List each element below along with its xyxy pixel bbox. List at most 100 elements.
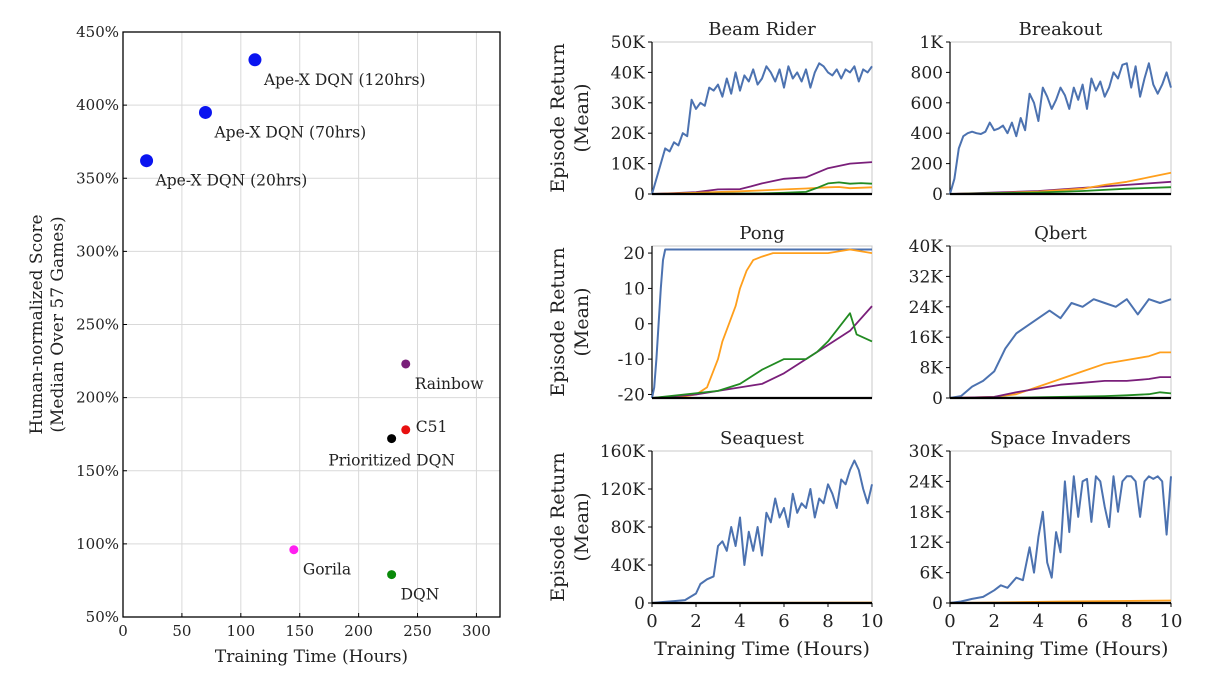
y-axis-label: (Median Over 57 Games): [48, 216, 68, 432]
y-tick-label: 8K: [919, 359, 943, 379]
y-tick-label: 20K: [611, 124, 646, 144]
series-line-rainbow: [949, 376, 1171, 399]
y-tick-label: 1K: [919, 33, 943, 53]
panel-title: Beam Rider: [708, 19, 816, 40]
y-tick-label: 40K: [611, 63, 646, 83]
y-tick-label: 80K: [611, 518, 646, 538]
y-tick-label: 0: [634, 185, 645, 205]
scatter-panel: 0 50 100 150 200 250 300 50% 100% 150% 200% 250% 300…: [27, 23, 501, 667]
y-tick-label: 20: [623, 244, 645, 264]
point-label-ape-x-dqn-70hrs: Ape-X DQN (70hrs): [213, 123, 366, 141]
y-tick-label: 300%: [76, 242, 119, 260]
y-tick-label: 400: [911, 124, 943, 144]
point-c51: [401, 425, 411, 435]
series-line-ape-x-dqn: [949, 62, 1172, 195]
x-axis-label: Training Time (Hours): [654, 638, 870, 660]
y-axis-label: Episode Return: [547, 452, 569, 602]
y-tick-label: 120K: [600, 480, 645, 500]
point-label-rainbow: Rainbow: [415, 375, 484, 393]
x-tick-label: 0: [118, 622, 128, 640]
y-tick-label: 0: [932, 389, 943, 409]
x-axis-label: Training Time (Hours): [953, 638, 1169, 660]
panel-frame: [651, 41, 873, 195]
panel-qbert: Qbert 0 8K 16K 24K 32K 40K: [909, 223, 1172, 409]
x-tick-label: 10: [861, 611, 884, 632]
point-ape-x-dqn-70hrs: [198, 105, 212, 119]
y-tick-label: 160K: [600, 442, 645, 462]
y-tick-label: 30K: [909, 442, 944, 462]
panel-frame: [949, 41, 1172, 195]
series-line-ape-x-dqn: [651, 248, 872, 399]
y-tick-label: 10K: [611, 155, 646, 175]
y-axis-label: Human-normalized Score: [27, 214, 47, 434]
point-label-gorila: Gorila: [303, 561, 351, 579]
y-axis-label: (Mean): [571, 83, 593, 152]
point-prioritized-dqn: [387, 434, 397, 444]
point-label-dqn: DQN: [401, 586, 440, 604]
y-tick-label: 16K: [909, 328, 944, 348]
point-label-prioritized-dqn: Prioritized DQN: [328, 452, 455, 470]
point-rainbow: [401, 359, 411, 369]
y-tick-label: 100%: [76, 535, 119, 553]
y-tick-label: 250%: [76, 316, 119, 334]
panel-breakout: Breakout 0 200 400 600 800 1K: [911, 19, 1172, 205]
panel-frame: [651, 245, 873, 399]
y-tick-label: 24K: [909, 298, 944, 318]
y-tick-label: 400%: [76, 96, 119, 114]
y-axis-label: (Mean): [571, 287, 593, 356]
point-label-ape-x-dqn-120hrs: Ape-X DQN (120hrs): [263, 71, 426, 89]
y-tick-label: 0: [932, 594, 943, 614]
y-tick-label: 10: [623, 279, 645, 299]
point-gorila: [289, 545, 299, 555]
y-tick-label: 350%: [76, 169, 119, 187]
point-ape-x-dqn-20hrs: [140, 154, 154, 168]
point-label-ape-x-dqn-20hrs: Ape-X DQN (20hrs): [155, 172, 308, 190]
series-line-prioritized-dqn: [651, 186, 873, 195]
y-tick-label: -10: [618, 350, 645, 370]
y-tick-label: 12K: [909, 533, 944, 553]
y-tick-label: -20: [618, 385, 645, 405]
series-line-ape-x-dqn: [651, 459, 873, 604]
point-label-c51: C51: [416, 418, 448, 436]
panel-frame: [949, 245, 1172, 399]
series-line-prioritized-dqn: [949, 351, 1171, 399]
point-dqn: [387, 570, 397, 580]
x-tick-label: 150: [285, 622, 314, 640]
panel-title: Qbert: [1034, 223, 1088, 244]
point-ape-x-dqn-120hrs: [248, 53, 262, 67]
x-tick-label: 6: [1077, 611, 1088, 632]
y-tick-label: 18K: [909, 503, 944, 523]
panel-frame: [949, 450, 1172, 604]
y-tick-label: 450%: [76, 23, 119, 41]
y-tick-label: 6K: [919, 564, 943, 584]
series-line-ape-x-dqn: [949, 298, 1172, 399]
y-tick-label: 50%: [86, 608, 119, 626]
y-tick-label: 30K: [611, 94, 646, 114]
y-tick-label: 0: [932, 185, 943, 205]
panel-space-invaders: Space Invaders 0 6K 12K 18K 24K 30K 0 2 4 6 8 10 Trai…: [909, 428, 1183, 660]
y-tick-label: 32K: [909, 267, 944, 287]
x-tick-label: 10: [1160, 611, 1183, 632]
panel-title: Breakout: [1019, 19, 1104, 40]
x-tick-label: 0: [944, 611, 955, 632]
y-tick-label: 200: [911, 155, 943, 175]
x-axis-label: Training Time (Hours): [215, 647, 408, 667]
x-tick-label: 4: [734, 611, 745, 632]
y-tick-label: 0: [634, 315, 645, 335]
y-tick-label: 50K: [611, 33, 646, 53]
series-line-prioritized-dqn: [652, 248, 873, 399]
y-axis-label: Episode Return: [547, 247, 569, 397]
y-axis-label: Episode Return: [547, 43, 569, 193]
panel-title: Space Invaders: [990, 428, 1131, 449]
panel-title: Pong: [739, 223, 784, 244]
panel-frame: [651, 450, 873, 604]
y-tick-label: 40K: [611, 556, 646, 576]
x-tick-label: 2: [690, 611, 701, 632]
x-tick-label: 250: [403, 622, 432, 640]
series-line-ape-x-dqn: [651, 62, 873, 195]
series-line-ape-x-dqn: [949, 475, 1172, 604]
y-tick-label: 150%: [76, 462, 119, 480]
y-tick-label: 800: [911, 63, 943, 83]
x-tick-label: 300: [462, 622, 491, 640]
